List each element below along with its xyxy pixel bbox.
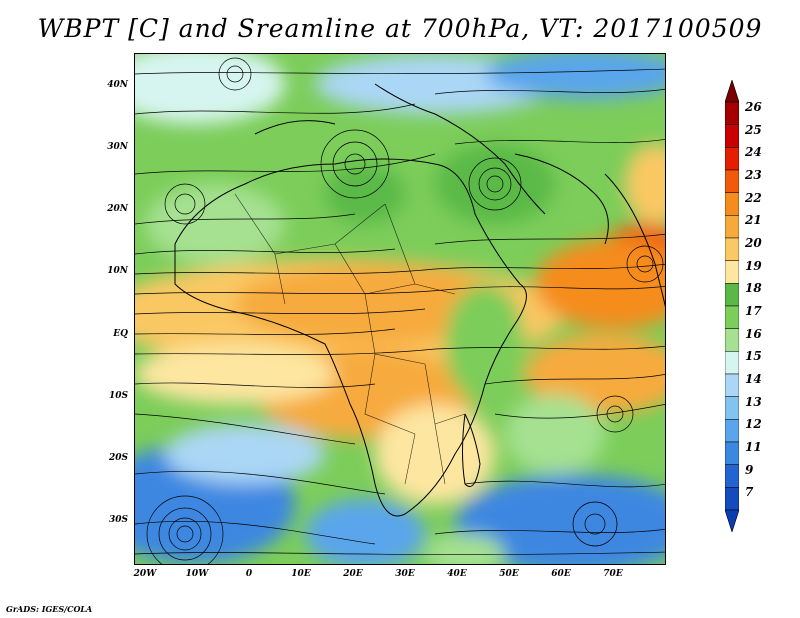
lon-label-40e: 40E (447, 569, 467, 579)
lat-label-20n: 20N (107, 204, 128, 214)
colorbar-label: 22 (745, 190, 762, 205)
colorbar-label: 14 (745, 372, 762, 386)
colorbar-segment (725, 373, 739, 397)
lon-label-20e: 20E (343, 569, 363, 579)
wbpt-shading (135, 54, 665, 564)
lat-label-30n: 30N (107, 142, 128, 152)
colorbar-segment (725, 283, 739, 307)
borders (234, 193, 466, 485)
colorbar-segment (725, 215, 739, 239)
lat-label-30s: 30S (108, 515, 128, 525)
colorbar-segment (725, 124, 739, 148)
footer-credit: GrADS: IGES/COLA (6, 604, 93, 614)
colorbar-segment (725, 169, 739, 193)
colorbar-label: 20 (745, 236, 762, 250)
colorbar-segment (725, 237, 739, 261)
colorbar-segment (725, 464, 739, 488)
map-title: WBPT [C] and Sreamline at 700hPa, VT: 20… (37, 14, 763, 43)
colorbar-label: 16 (745, 326, 762, 341)
lon-label-60e: 60E (551, 569, 571, 579)
lon-label-10w: 10W (185, 569, 209, 579)
colorbar-label: 7 (745, 485, 754, 500)
colorbar-segment (725, 419, 739, 443)
colorbar-label: 9 (745, 462, 754, 477)
colorbar-segment (725, 328, 739, 352)
colorbar-label: 17 (745, 304, 762, 318)
colorbar-segment (725, 260, 739, 284)
colorbar-label: 21 (745, 213, 762, 228)
lat-label-20s: 20S (108, 453, 128, 463)
colorbar-segment (725, 305, 739, 329)
lon-label-0: 0 (245, 569, 253, 579)
lat-label-eq: EQ (113, 329, 128, 339)
colorbar-segment (725, 396, 739, 420)
wbpt-field-map (135, 54, 665, 564)
colorbar-label: 12 (745, 417, 762, 432)
colorbar-segment (725, 101, 739, 125)
colorbar-bottom-arrow (725, 509, 739, 532)
colorbar-label: 24 (745, 145, 762, 160)
vortices (146, 57, 664, 564)
colorbar-segment (725, 487, 739, 511)
colorbar-label: 25 (745, 122, 762, 137)
lon-label-50e: 50E (499, 569, 519, 579)
map-panel (134, 53, 666, 565)
colorbar-label: 26 (745, 100, 762, 114)
colorbar-label: 13 (745, 394, 762, 409)
colorbar (725, 80, 739, 532)
lon-label-20w: 20W (133, 569, 157, 579)
lon-label-70e: 70E (603, 569, 623, 579)
colorbar-segment (725, 441, 739, 465)
colorbar-top-arrow (725, 80, 739, 103)
lon-label-30e: 30E (395, 569, 415, 579)
lon-label-10e: 10E (291, 569, 311, 579)
colorbar-label: 18 (745, 281, 762, 296)
colorbar-segment (725, 351, 739, 375)
lat-label-10s: 10S (108, 391, 128, 401)
colorbar-label: 15 (745, 349, 762, 364)
lat-label-10n: 10N (107, 266, 128, 276)
colorbar-segments (725, 101, 739, 511)
colorbar-segment (725, 147, 739, 171)
colorbar-segment (725, 192, 739, 216)
colorbar-label: 19 (745, 258, 762, 273)
colorbar-label: 23 (745, 168, 762, 182)
streamlines (135, 68, 665, 555)
lat-label-40n: 40N (107, 80, 128, 90)
colorbar-label: 11 (745, 440, 762, 454)
